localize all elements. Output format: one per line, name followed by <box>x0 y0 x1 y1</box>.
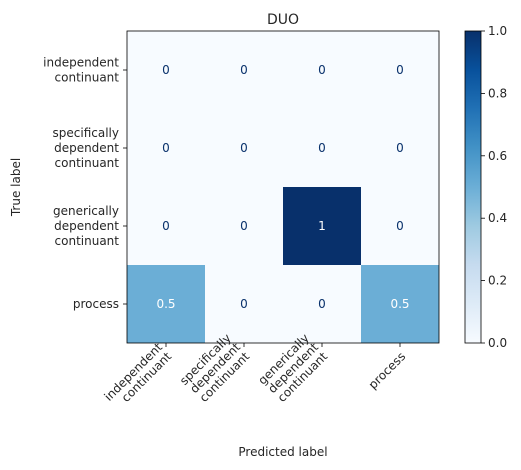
heatmap-cell <box>283 187 361 265</box>
cell-value-label: 0 <box>396 141 404 155</box>
cell-value-label: 0 <box>240 219 248 233</box>
y-tick-label: dependent <box>54 141 119 155</box>
chart-title: DUO <box>267 12 299 28</box>
y-tick-label: process <box>73 297 119 311</box>
heatmap-cell <box>127 109 205 187</box>
x-axis-label: Predicted label <box>238 445 327 459</box>
y-tick-label: continuant <box>55 234 120 248</box>
cell-value-label: 0.5 <box>156 297 175 311</box>
colorbar: 0.0 0.2 0.4 0.6 0.8 1.0 <box>464 24 507 350</box>
cell-value-label: 0 <box>318 297 326 311</box>
cell-value-label: 0 <box>396 63 404 77</box>
cell-value-label: 0 <box>162 63 170 77</box>
heatmap-cell <box>283 265 361 343</box>
colorbar-tick-label: 0.8 <box>488 86 507 100</box>
x-tick-label: process <box>366 349 409 392</box>
cell-value-label: 0 <box>240 297 248 311</box>
cell-value-label: 0 <box>240 63 248 77</box>
heatmap-cell <box>127 265 205 343</box>
heatmap-cell <box>361 109 439 187</box>
y-tick-label: continuant <box>55 71 120 85</box>
colorbar-tick-label: 0.6 <box>488 149 507 163</box>
heatmap-cell <box>205 31 283 109</box>
colorbar-ticks: 0.0 0.2 0.4 0.6 0.8 1.0 <box>481 24 507 350</box>
heatmap-cell <box>361 31 439 109</box>
cell-value-label: 0.5 <box>390 297 409 311</box>
y-tick-label: independent <box>43 56 119 70</box>
y-tick-label: generically <box>53 204 119 218</box>
cell-value-label: 0 <box>396 219 404 233</box>
heatmap-cell <box>283 109 361 187</box>
heatmap-cell <box>361 265 439 343</box>
heatmap-cell <box>127 187 205 265</box>
y-tick-label: dependent <box>54 219 119 233</box>
y-ticks: independentcontinuantspecificallydepende… <box>43 56 127 311</box>
colorbar-gradient <box>464 30 482 344</box>
heatmap-cell <box>361 187 439 265</box>
cell-value-label: 0 <box>318 63 326 77</box>
cell-value-label: 0 <box>162 141 170 155</box>
cell-value-label: 0 <box>318 141 326 155</box>
colorbar-tick-label: 0.4 <box>488 211 507 225</box>
y-tick-label: specifically <box>53 126 119 140</box>
heatmap-cell <box>205 109 283 187</box>
heatmap-cells: 0 0 0 0 0 0 0 0 0 0 1 0 0.5 0 0 0.5 <box>127 31 439 343</box>
cell-value-label: 1 <box>318 219 326 233</box>
cell-value-label: 0 <box>162 219 170 233</box>
cell-value-label: 0 <box>240 141 248 155</box>
x-tick-label-group: process <box>366 349 409 392</box>
heatmap-cell <box>283 31 361 109</box>
plot-frame <box>126 30 440 344</box>
y-axis-label: True label <box>9 158 23 217</box>
colorbar-tick-label: 1.0 <box>488 24 507 38</box>
colorbar-tick-label: 0.0 <box>488 336 507 350</box>
colorbar-tick-label: 0.2 <box>488 274 507 288</box>
heatmap-cell <box>205 187 283 265</box>
y-tick-label: continuant <box>55 156 120 170</box>
heatmap-cell <box>127 31 205 109</box>
heatmap-cell <box>205 265 283 343</box>
